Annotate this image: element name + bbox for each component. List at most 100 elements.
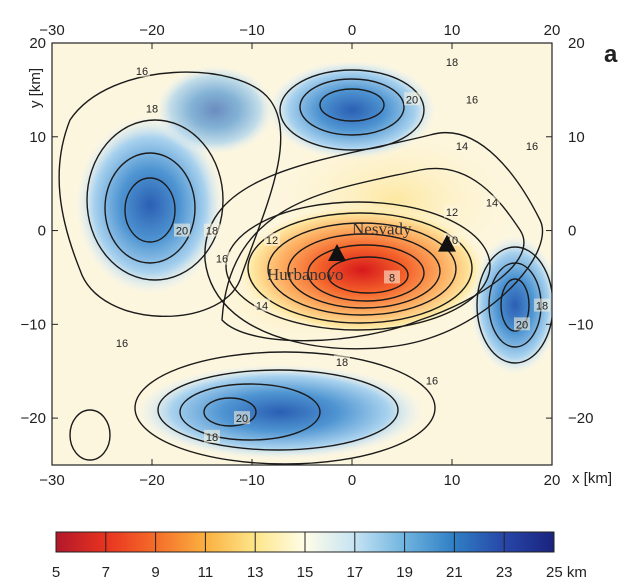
contour-label-bg: [534, 298, 550, 312]
contour-blue-north-3: [279, 69, 425, 151]
contour-label: 16: [466, 94, 478, 106]
contour-blue-east-1: [500, 278, 530, 332]
y-tick-label-right: 10: [568, 129, 585, 146]
contour-label: 18: [206, 432, 218, 444]
contour-label: 16: [216, 254, 228, 266]
x-tick-label-top: −30: [39, 22, 64, 39]
x-tick-label-top: 10: [444, 22, 461, 39]
contour-label: 12: [266, 235, 278, 247]
contour-central-16: [204, 132, 544, 350]
colorbar-tick-label: 15: [297, 564, 314, 581]
contour-red-6: [225, 201, 491, 331]
contour-label-bg: [384, 270, 400, 284]
contour-label: 14: [256, 301, 268, 313]
contour-label: 18: [446, 57, 458, 69]
x-axis-title: x [km]: [572, 470, 612, 487]
contour-label-bg: [144, 101, 160, 115]
contour-label-bg: [254, 298, 270, 312]
contour-label: 16: [136, 66, 148, 78]
y-tick-label-right: 0: [568, 223, 576, 240]
contour-label: 16: [426, 376, 438, 388]
colorbar-tick-label: 7: [102, 564, 110, 581]
colorbar-tick-label: 9: [151, 564, 159, 581]
anomaly-red-center: [237, 205, 487, 335]
station-triangle-icon: [328, 244, 346, 261]
colorbar-tick-label: 11: [198, 564, 214, 581]
station-label: Hurbanovo: [267, 265, 343, 284]
contour-label: 18: [336, 357, 348, 369]
contour-label-bg: [334, 354, 350, 368]
panel-label: a: [604, 41, 618, 68]
colorbar-labels: 5 7 9 11 13 15 17 19 21 23 25 km: [52, 564, 587, 581]
x-tick-label-bottom: 0: [348, 472, 356, 489]
x-tick-label-bottom: −30: [39, 472, 64, 489]
contour-blue-north-1: [319, 88, 385, 122]
contour-label-bg: [444, 54, 460, 68]
anomaly-blue-west-ext: [155, 65, 275, 155]
contour-red-2: [307, 244, 425, 302]
anomaly-blue-west: [75, 115, 225, 295]
y-tick-label-left: 10: [29, 129, 46, 146]
contour-label: 18: [146, 104, 158, 116]
contour-west-16: [58, 71, 282, 317]
axis-ticks: [51, 42, 553, 465]
colorbar-ticks: [105, 532, 505, 552]
contour-blue-west-2: [104, 152, 196, 264]
contour-blue-south-2: [179, 383, 321, 441]
contour-blue-west-3: [86, 119, 224, 281]
colorbar-tick-label: 19: [396, 564, 413, 581]
anomaly-blue-south: [135, 364, 425, 460]
colorbar-tick-label: 21: [446, 564, 463, 581]
contour-label-bg: [204, 429, 220, 443]
contour-blue-south-3: [157, 369, 399, 451]
contour-red-1: [327, 256, 409, 294]
colorbar-tick-label: 23: [496, 564, 513, 581]
contour-label: 16: [116, 338, 128, 350]
contour-label: 20: [516, 319, 528, 331]
contour-blue-west-1: [124, 177, 176, 243]
contour-label: 8: [389, 272, 395, 284]
contour-label-bg: [264, 232, 280, 246]
contour-label: 18: [206, 226, 218, 238]
y-tick-label-right: −10: [568, 316, 593, 333]
contour-label: 20: [406, 94, 418, 106]
y-tick-label-right: 20: [568, 35, 585, 52]
y-tick-label-left: 20: [29, 35, 46, 52]
anomaly-blue-east: [470, 235, 552, 375]
contour-label-bg: [424, 373, 440, 387]
y-tick-label-left: −20: [21, 410, 46, 427]
contour-red-4: [267, 222, 457, 316]
contour-label: 20: [236, 413, 248, 425]
contour-label-bg: [204, 223, 220, 237]
x-tick-label-top: 20: [544, 22, 561, 39]
contour-label: 14: [486, 197, 498, 209]
colorbar-tick-label: 25 km: [546, 564, 587, 581]
contour-label-bg: [464, 92, 480, 106]
colorbar-tick-label: 5: [52, 564, 60, 581]
contour-blue-east-3: [476, 246, 552, 364]
colorbar: 5 7 9 11 13 15 17 19 21 23 25 km: [52, 531, 587, 581]
map-frame: [51, 42, 553, 466]
station-label: Nesvady: [352, 220, 412, 239]
x-tick-label-top: −10: [239, 22, 264, 39]
stations: Hurbanovo Nesvady: [267, 220, 456, 284]
x-tick-label-bottom: 10: [444, 472, 461, 489]
x-tick-label-bottom: −20: [139, 472, 164, 489]
anomaly-blue-north: [267, 60, 437, 160]
contour-red-5: [247, 212, 473, 324]
contour-label: 12: [446, 207, 458, 219]
y-tick-label-left: −10: [21, 316, 46, 333]
contour-label-bg: [514, 317, 530, 331]
contour-label-bg: [404, 92, 420, 106]
contour-label-bg: [234, 411, 250, 425]
y-axis-title: y [km]: [27, 68, 44, 108]
x-tick-label-top: 0: [348, 22, 356, 39]
colorbar-tick-label: 17: [346, 564, 363, 581]
axis-labels: −30 −30 −20 −20 −10 −10 0 0 10 10 20 20 20 20 10 10 0 0 −1…: [21, 22, 594, 489]
x-tick-label-top: −20: [139, 22, 164, 39]
contour-lines: [58, 69, 552, 465]
contour-label-bg: [114, 336, 130, 350]
contour-blue-south-1: [203, 397, 257, 427]
